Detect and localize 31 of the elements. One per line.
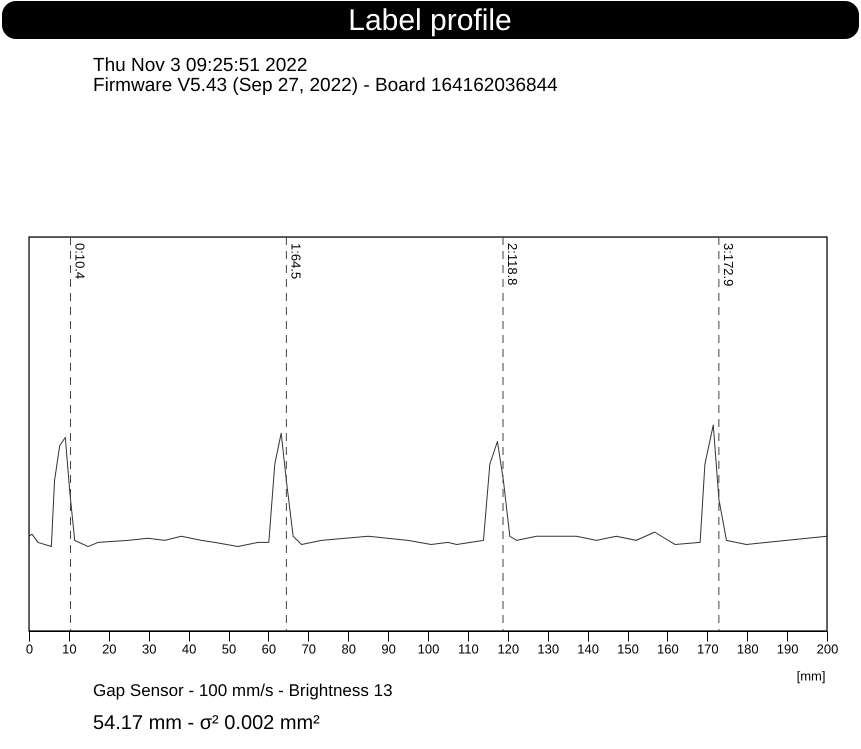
x-tick-label: 20 <box>102 642 117 656</box>
x-axis-title: [mm] <box>796 668 826 684</box>
ref-line-label: 3:172.9 <box>720 243 736 286</box>
x-tick-label: 140 <box>577 642 599 656</box>
x-tick-label: 120 <box>497 642 520 656</box>
x-tick-label: 160 <box>657 642 679 656</box>
x-tick-label: 0 <box>26 642 34 656</box>
text: Firmware V5.43 (Sep 27, 2022) - Board 164162036844 <box>93 75 558 96</box>
text: Gap Sensor - 100 mm/s - Brightness 13 <box>93 681 393 700</box>
x-tick-label: 200 <box>816 642 838 656</box>
x-tick-label: 150 <box>617 642 639 656</box>
x-tick-label: 40 <box>182 642 196 656</box>
x-tick-label: 60 <box>262 642 276 656</box>
ref-line-label: 1:64.5 <box>288 243 304 280</box>
x-tick-label: 170 <box>696 642 719 656</box>
chart-title: Label profile <box>348 4 512 37</box>
x-tick-label: 130 <box>537 642 560 656</box>
text: 54.17 mm - σ² 0.002 mm² <box>93 712 320 734</box>
x-tick-label: 100 <box>418 642 440 656</box>
x-tick-label: 90 <box>381 642 396 656</box>
x-tick-label: 50 <box>222 642 236 656</box>
x-tick-label: 180 <box>736 642 759 656</box>
x-tick-label: 30 <box>142 642 156 656</box>
x-tick-label: 110 <box>458 642 479 656</box>
x-tick-label: 190 <box>776 642 798 656</box>
x-tick-label: 80 <box>341 642 356 656</box>
x-tick-label: 10 <box>62 642 77 656</box>
ref-line-label: 2:118.8 <box>505 243 520 286</box>
ref-line-label: 0:10.4 <box>72 243 88 280</box>
text: Thu Nov 3 09:25:51 2022 <box>93 55 308 76</box>
x-tick-label: 70 <box>302 642 316 656</box>
